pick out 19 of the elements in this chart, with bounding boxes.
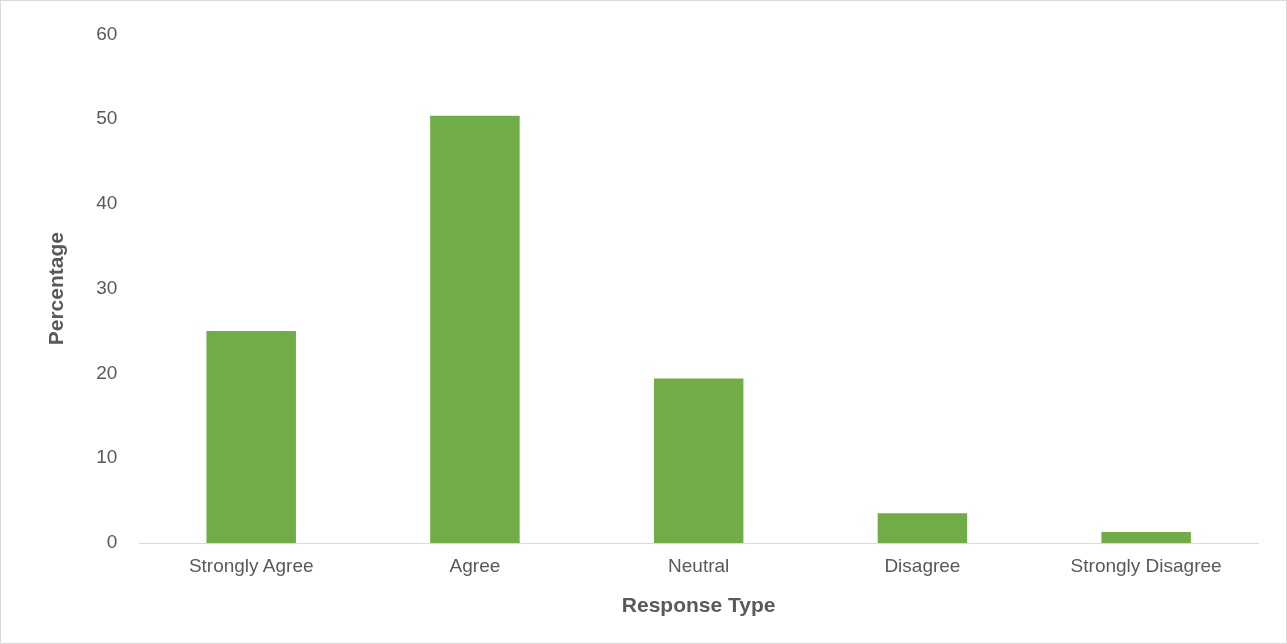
y-tick-label: 10 bbox=[96, 446, 118, 468]
y-tick-label: 0 bbox=[106, 531, 118, 553]
x-tick-label: Neutral bbox=[668, 554, 730, 576]
bar bbox=[430, 115, 520, 543]
x-tick-label: Strongly Agree bbox=[188, 554, 314, 576]
bar bbox=[1101, 531, 1191, 543]
bar bbox=[653, 378, 744, 543]
y-tick-label: 40 bbox=[96, 192, 118, 214]
x-tick-label: Strongly Disagree bbox=[1070, 554, 1222, 576]
bar bbox=[877, 513, 968, 543]
x-tick-label: Agree bbox=[449, 554, 501, 576]
x-axis-title: Response Type bbox=[621, 593, 776, 617]
x-tick-label: Disagree bbox=[884, 554, 961, 576]
bar bbox=[206, 331, 296, 543]
y-tick-label: 20 bbox=[96, 361, 118, 383]
y-tick-label: 60 bbox=[96, 22, 118, 44]
y-axis-title: Percentage bbox=[44, 232, 68, 346]
y-tick-label: 30 bbox=[96, 276, 118, 298]
y-tick-label: 50 bbox=[96, 107, 118, 129]
